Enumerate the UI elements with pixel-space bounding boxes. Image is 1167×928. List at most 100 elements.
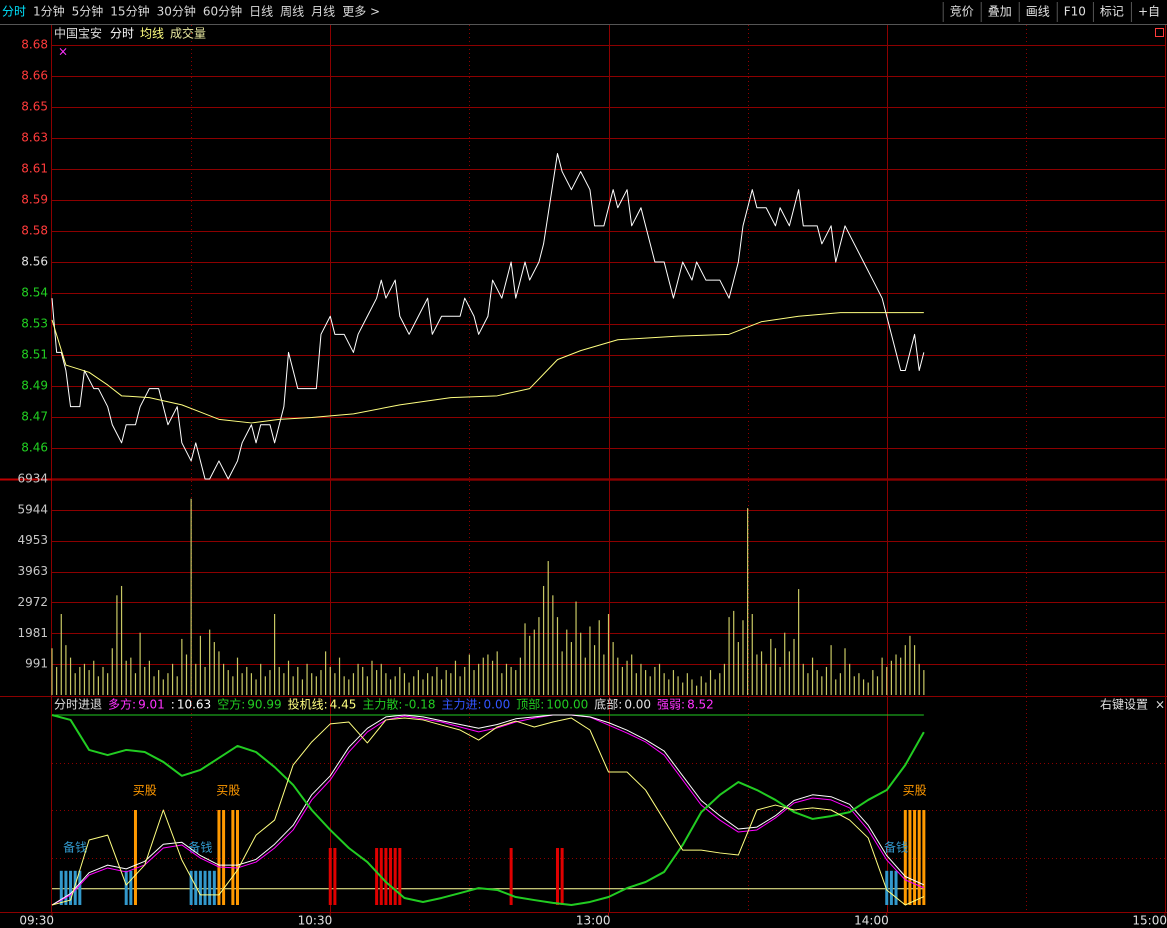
volume-bar <box>793 638 795 695</box>
tab[interactable]: 周线 <box>280 5 304 19</box>
y-tick-label: 8.65 <box>21 100 48 114</box>
toolbar-button[interactable]: F10 <box>1064 5 1086 19</box>
annotation: 备钱 <box>63 840 87 855</box>
volume-bar <box>575 601 577 695</box>
volume-bar <box>501 673 503 695</box>
volume-bar <box>195 663 197 695</box>
volume-bar <box>246 666 248 695</box>
volume-bar <box>719 673 721 695</box>
volume-bar <box>422 679 424 695</box>
volume-bar <box>733 610 735 695</box>
volume-bar <box>366 676 368 695</box>
volume-bar <box>153 676 155 695</box>
volume-bar <box>264 676 266 695</box>
volume-bar <box>580 632 582 695</box>
volume-bar <box>399 666 401 695</box>
series-line <box>51 717 925 906</box>
volume-bar <box>482 657 484 695</box>
volume-bar <box>176 676 178 695</box>
volume-bar <box>190 498 192 695</box>
y-tick-label: 991 <box>25 657 48 671</box>
annotation: 买股 <box>216 784 240 798</box>
volume-bar <box>209 629 211 695</box>
legend-label: 强弱: <box>657 698 685 712</box>
signal-bar <box>889 870 893 905</box>
volume-bar <box>672 670 675 695</box>
settings-button[interactable]: 右键设置 <box>1100 697 1148 712</box>
tab[interactable]: 30分钟 <box>157 4 196 19</box>
legend-value: 8.52 <box>687 698 714 712</box>
toolbar-button[interactable]: 标记 <box>1100 5 1124 19</box>
toolbar-button[interactable]: 画线 <box>1026 5 1050 19</box>
signal-bar <box>375 848 379 905</box>
signal-bar <box>124 870 128 905</box>
series-line <box>51 714 925 906</box>
y-tick-label: 2972 <box>17 595 48 609</box>
legend-label: 空方: <box>217 697 245 712</box>
y-tick-label: 8.51 <box>21 347 48 361</box>
volume-bar <box>315 676 317 695</box>
volume-bar <box>830 645 832 695</box>
volume-bar <box>538 617 540 695</box>
volume-bar <box>278 666 280 695</box>
volume-bar <box>357 663 359 695</box>
y-tick-label: 1981 <box>17 626 48 640</box>
volume-bar <box>148 660 150 695</box>
toolbar-button[interactable]: +自 <box>1138 5 1160 19</box>
volume-bar <box>139 632 141 695</box>
volume-bar <box>617 657 619 695</box>
volume-bar <box>93 660 95 695</box>
legend-value: 90.99 <box>247 698 281 712</box>
signal-bar <box>212 870 216 905</box>
volume-bar <box>255 679 257 695</box>
tab[interactable]: 日线 <box>249 5 273 19</box>
volume-bar <box>515 670 517 695</box>
toolbar-button[interactable]: 叠加 <box>988 5 1012 19</box>
tab[interactable]: 60分钟 <box>203 4 242 19</box>
y-tick-label: 8.49 <box>21 379 48 393</box>
volume-bar <box>468 654 470 695</box>
volume-bar <box>69 657 72 695</box>
volume-bar <box>584 657 586 695</box>
y-tick-label: 8.61 <box>21 162 48 176</box>
signal-bar <box>133 810 137 905</box>
signal-bar <box>885 870 889 905</box>
volume-bar <box>742 620 744 695</box>
tab[interactable]: 5分钟 <box>72 4 104 19</box>
volume-bar <box>677 676 679 695</box>
legend-label: : <box>171 698 175 712</box>
volume-bar <box>798 589 800 695</box>
toolbar-button[interactable]: 竞价 <box>950 5 974 19</box>
tab[interactable]: 月线 <box>311 5 335 19</box>
volume-bar <box>556 617 559 695</box>
volume-bar <box>603 654 605 695</box>
signal-bar <box>393 848 397 905</box>
volume-bar <box>770 638 772 695</box>
volume-bar <box>389 679 392 695</box>
volume-bar <box>802 663 804 695</box>
legend-label: 底部: <box>594 697 622 712</box>
volume-bar <box>913 645 916 695</box>
signal-bar <box>555 848 559 905</box>
signal-bar <box>903 810 907 905</box>
volume-bar <box>487 654 489 695</box>
close-button[interactable]: × <box>1155 698 1165 712</box>
legend-value: 10.63 <box>177 698 211 712</box>
tab[interactable]: 更多 > <box>342 5 380 19</box>
y-tick-label: 8.59 <box>21 192 48 206</box>
y-tick-label: 8.56 <box>21 255 48 269</box>
signal-bar <box>894 870 898 905</box>
volume-bar <box>431 676 433 695</box>
x-tick-label: 13:00 <box>576 914 611 928</box>
legend-value: 4.45 <box>330 698 357 712</box>
volume-bar <box>134 673 137 695</box>
max-button[interactable] <box>1155 28 1164 37</box>
tab[interactable]: 1分钟 <box>33 4 65 19</box>
tab[interactable]: 15分钟 <box>110 4 149 19</box>
signal-bar <box>59 870 63 905</box>
tab[interactable]: 分时 <box>2 5 26 19</box>
volume-bar <box>427 673 429 695</box>
volume-bar <box>232 676 234 695</box>
volume-bar <box>529 635 531 695</box>
